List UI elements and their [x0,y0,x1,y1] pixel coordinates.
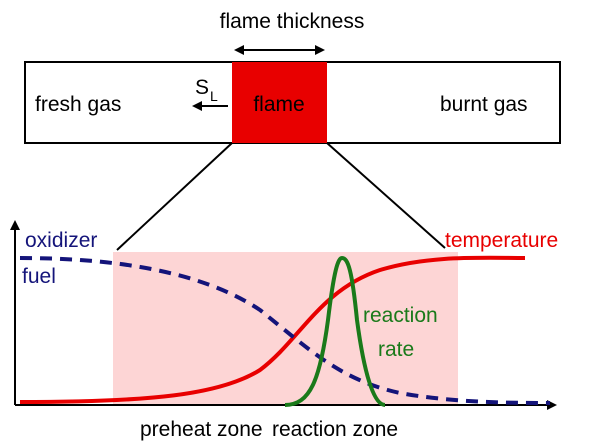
speed-symbol: S [195,76,209,99]
temperature-curve [19,255,526,404]
preheat-zone-label: preheat zone [140,418,263,441]
reaction-rate-label: rate [378,338,414,361]
reaction-rate-label: reaction [363,304,438,327]
fuel-curve [19,256,551,405]
oxidizer-label: oxidizer [25,229,97,252]
fuel-label: fuel [22,265,56,288]
reaction-zone-label: reaction zone [272,418,398,441]
reaction-rate-curve [284,255,386,407]
flame-label: flame [253,93,304,116]
burnt-gas-label: burnt gas [440,93,528,116]
temperature-label: temperature [445,229,558,252]
fresh-gas-label: fresh gas [35,93,121,116]
flame-zone [232,62,327,143]
speed-subscript: L [210,88,218,104]
zoom-line [116,142,233,251]
zoom-line [326,142,446,249]
flame-thickness-label: flame thickness [220,10,365,33]
